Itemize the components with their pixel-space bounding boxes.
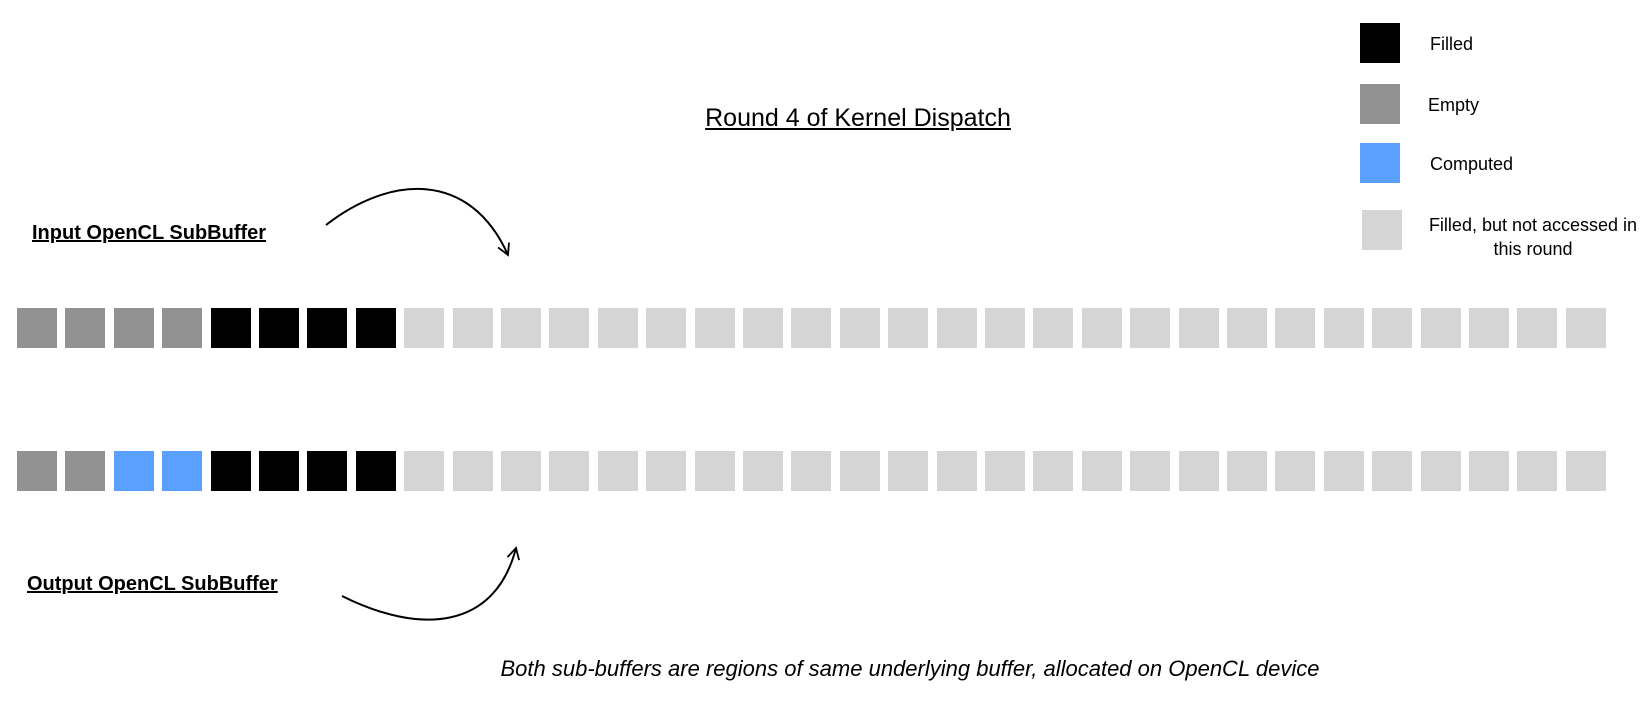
input-cell-not-accessed <box>1324 308 1364 348</box>
input-cell-not-accessed <box>985 308 1025 348</box>
output-cell-not-accessed <box>1324 451 1364 491</box>
input-cell-empty <box>17 308 57 348</box>
output-cell-not-accessed <box>598 451 638 491</box>
output-subbuffer-row <box>17 451 1607 491</box>
input-cell-not-accessed <box>1566 308 1606 348</box>
input-cell-not-accessed <box>1082 308 1122 348</box>
caption: Both sub-buffers are regions of same und… <box>500 656 1320 681</box>
input-cell-not-accessed <box>549 308 589 348</box>
output-cell-not-accessed <box>1179 451 1219 491</box>
input-cell-not-accessed <box>1372 308 1412 348</box>
legend-label-computed: Computed <box>1430 154 1514 174</box>
output-cell-not-accessed <box>840 451 880 491</box>
input-cell-filled <box>307 308 347 348</box>
output-cell-not-accessed <box>937 451 977 491</box>
input-cell-not-accessed <box>1469 308 1509 348</box>
legend-swatch-not-accessed <box>1362 210 1402 250</box>
input-cell-not-accessed <box>404 308 444 348</box>
input-cell-not-accessed <box>1130 308 1170 348</box>
output-cell-not-accessed <box>549 451 589 491</box>
input-cell-not-accessed <box>453 308 493 348</box>
output-cell-filled <box>356 451 396 491</box>
input-cell-not-accessed <box>937 308 977 348</box>
input-cell-empty <box>114 308 154 348</box>
output-cell-not-accessed <box>1033 451 1073 491</box>
output-cell-empty <box>65 451 105 491</box>
output-cell-not-accessed <box>453 451 493 491</box>
output-cell-not-accessed <box>1227 451 1267 491</box>
output-cell-computed <box>162 451 202 491</box>
output-arrow <box>341 546 520 621</box>
input-cell-not-accessed <box>888 308 928 348</box>
input-cell-not-accessed <box>840 308 880 348</box>
input-cell-not-accessed <box>1421 308 1461 348</box>
input-cell-not-accessed <box>743 308 783 348</box>
input-cell-empty <box>65 308 105 348</box>
output-cell-computed <box>114 451 154 491</box>
input-cell-not-accessed <box>646 308 686 348</box>
legend-label-empty: Empty <box>1428 95 1480 115</box>
output-cell-not-accessed <box>1372 451 1412 491</box>
output-cell-not-accessed <box>1130 451 1170 491</box>
diagram-title: Round 4 of Kernel Dispatch <box>705 104 1011 132</box>
legend-swatch-filled <box>1360 23 1400 63</box>
output-cell-not-accessed <box>1082 451 1122 491</box>
input-cell-not-accessed <box>695 308 735 348</box>
input-cell-not-accessed <box>791 308 831 348</box>
output-cell-not-accessed <box>1275 451 1315 491</box>
input-cell-not-accessed <box>598 308 638 348</box>
output-cell-not-accessed <box>1517 451 1557 491</box>
output-cell-not-accessed <box>791 451 831 491</box>
input-cell-not-accessed <box>1227 308 1267 348</box>
output-subbuffer-label: Output OpenCL SubBuffer <box>27 573 278 595</box>
legend-swatch-empty <box>1360 84 1400 124</box>
input-cell-not-accessed <box>1179 308 1219 348</box>
output-cell-not-accessed <box>888 451 928 491</box>
legend-swatch-computed <box>1360 143 1400 183</box>
output-cell-not-accessed <box>1421 451 1461 491</box>
output-cell-not-accessed <box>646 451 686 491</box>
input-subbuffer-row <box>17 308 1607 348</box>
input-cell-filled <box>259 308 299 348</box>
input-cell-empty <box>162 308 202 348</box>
input-cell-not-accessed <box>501 308 541 348</box>
input-cell-not-accessed <box>1275 308 1315 348</box>
input-cell-not-accessed <box>1033 308 1073 348</box>
output-cell-not-accessed <box>1566 451 1606 491</box>
output-cell-not-accessed <box>695 451 735 491</box>
output-cell-filled <box>259 451 299 491</box>
output-cell-filled <box>211 451 251 491</box>
input-subbuffer-label: Input OpenCL SubBuffer <box>32 222 267 244</box>
output-cell-not-accessed <box>501 451 541 491</box>
legend-label-filled: Filled <box>1430 34 1474 54</box>
legend-label-not-accessed: Filled, but not accessed in this round <box>1428 215 1638 259</box>
output-cell-empty <box>17 451 57 491</box>
output-cell-not-accessed <box>404 451 444 491</box>
input-cell-filled <box>356 308 396 348</box>
input-arrow <box>325 187 510 257</box>
input-cell-not-accessed <box>1517 308 1557 348</box>
output-cell-not-accessed <box>1469 451 1509 491</box>
input-cell-filled <box>211 308 251 348</box>
output-cell-not-accessed <box>985 451 1025 491</box>
output-cell-not-accessed <box>743 451 783 491</box>
output-cell-filled <box>307 451 347 491</box>
